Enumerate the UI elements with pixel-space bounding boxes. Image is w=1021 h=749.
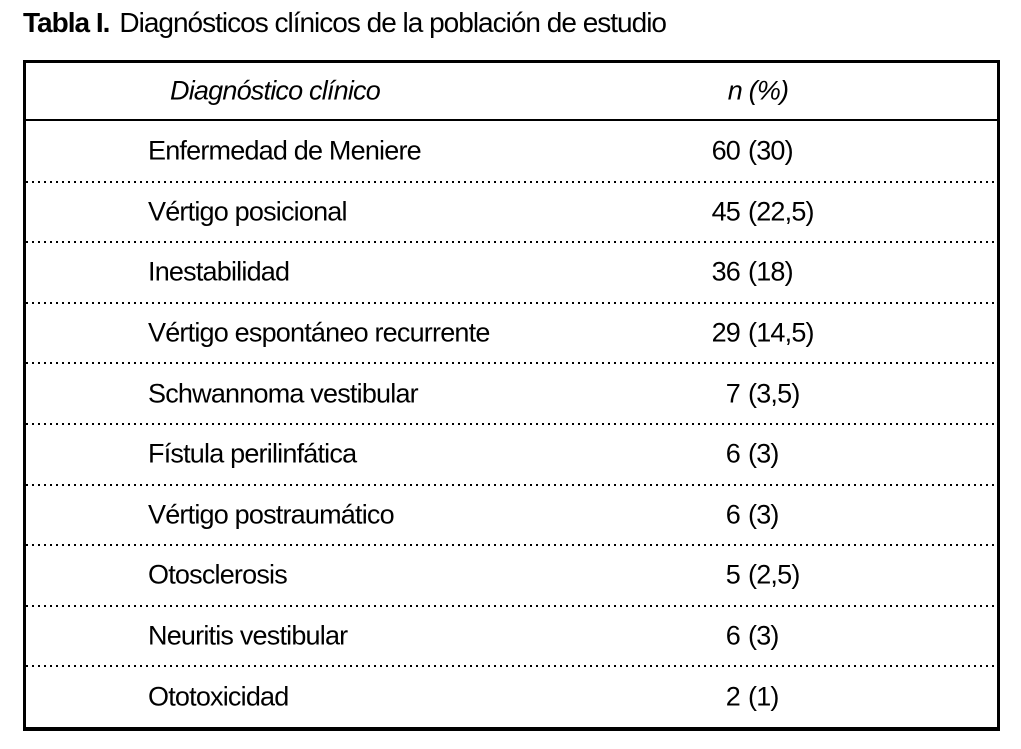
percent-value: (14,5) [748, 317, 815, 348]
count-value: 6 [725, 499, 741, 530]
table-row: Vértigo posicional 45 (22,5) [26, 182, 997, 243]
table-row: Vértigo postraumático 6 (3) [26, 485, 997, 546]
table-row: Vértigo espontáneo recurrente 29 (14,5) [26, 303, 997, 364]
percent-value: (3) [748, 620, 779, 651]
table-caption: Tabla I. Diagnósticos clínicos de la pobl… [23, 6, 667, 40]
percent-value: (3) [748, 499, 779, 530]
table-row: Schwannoma vestibular 7 (3,5) [26, 363, 997, 425]
column-header-n-percent: n (%) [727, 75, 789, 106]
percent-value: (30) [748, 135, 794, 166]
table-header-row: Diagnóstico clínico n (%) [26, 63, 997, 121]
diagnosis-label: Inestabilidad [148, 256, 290, 287]
diagnosis-label: Vértigo posicional [148, 196, 348, 227]
percent-value: (18) [748, 256, 794, 287]
diagnosis-label: Fístula perilinfática [148, 438, 357, 469]
diagnosis-label: Vértigo espontáneo recurrente [148, 317, 490, 348]
diagnosis-label: Neuritis vestibular [148, 620, 348, 651]
percent-value: (3) [748, 438, 779, 469]
diagnosis-label: Vértigo postraumático [148, 499, 395, 530]
diagnosis-label: Schwannoma vestibular [148, 378, 419, 409]
percent-value: (22,5) [748, 196, 815, 227]
count-value: 60 [711, 135, 741, 166]
percent-value: (2,5) [748, 559, 800, 590]
table-row: Ototoxicidad 2 (1) [26, 666, 997, 727]
count-value: 36 [711, 256, 741, 287]
diagnosis-label: Enfermedad de Meniere [148, 135, 422, 166]
count-value: 6 [725, 620, 741, 651]
count-value: 45 [711, 196, 741, 227]
count-value: 2 [725, 681, 741, 712]
column-header-diagnosis: Diagnóstico clínico [170, 75, 381, 106]
table-row: Neuritis vestibular 6 (3) [26, 606, 997, 667]
table-row: Fístula perilinfática 6 (3) [26, 424, 997, 486]
table-title-text: Diagnósticos clínicos de la población de… [119, 7, 667, 38]
diagnosis-label: Ototoxicidad [148, 681, 289, 712]
diagnosis-label: Otosclerosis [148, 559, 288, 590]
table-row: Enfermedad de Meniere 60 (30) [26, 121, 997, 183]
count-value: 5 [725, 559, 741, 590]
count-value: 7 [725, 378, 741, 409]
diagnostics-table: Diagnóstico clínico n (%) Enfermedad de … [23, 60, 1000, 731]
table-body: Enfermedad de Meniere 60 (30) Vértigo posic… [26, 121, 997, 727]
table-number: Tabla I. [23, 7, 110, 38]
table-row: Otosclerosis 5 (2,5) [26, 545, 997, 607]
table-row: Inestabilidad 36 (18) [26, 242, 997, 304]
count-value: 6 [725, 438, 741, 469]
percent-value: (3,5) [748, 378, 800, 409]
percent-value: (1) [748, 681, 779, 712]
count-value: 29 [711, 317, 741, 348]
